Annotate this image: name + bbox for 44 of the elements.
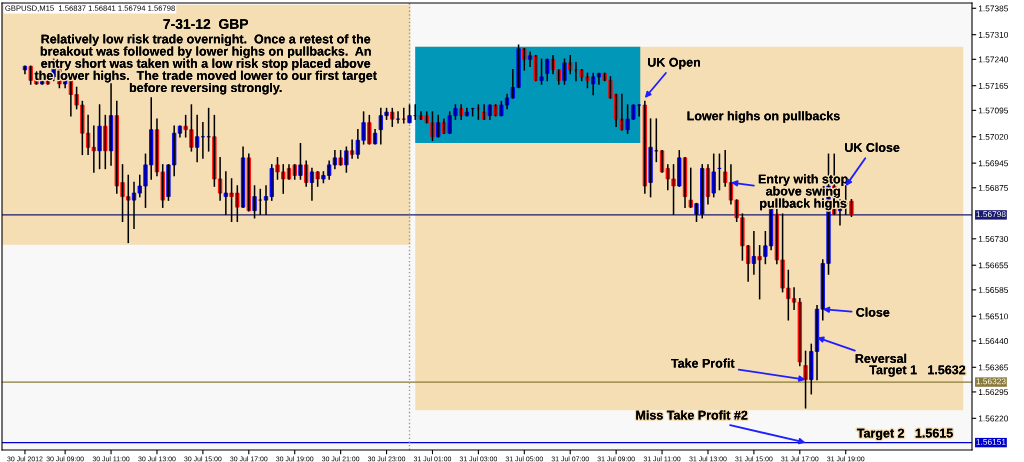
y-tick-label: 1.56945 bbox=[978, 160, 1009, 167]
y-tick-label: 1.56510 bbox=[978, 313, 1009, 320]
ref-line-label: 1.56323 bbox=[976, 378, 1006, 385]
y-tick-label: 1.56730 bbox=[978, 236, 1009, 242]
y-tick-label: 1.56655 bbox=[978, 262, 1009, 269]
annotation: Miss Take Profit #2 bbox=[636, 410, 748, 420]
candlestick bbox=[103, 114, 108, 170]
candlestick bbox=[545, 58, 550, 82]
candlestick bbox=[252, 185, 257, 219]
y-tick-label: 1.56295 bbox=[978, 389, 1009, 396]
annotation: Target 1 1.5632 bbox=[869, 365, 966, 377]
y-tick-label: 1.57385 bbox=[978, 5, 1009, 12]
y-tick-label: 1.57095 bbox=[978, 107, 1009, 114]
annotation: Take Profit bbox=[671, 358, 735, 368]
candlestick bbox=[757, 245, 762, 300]
y-tick-label: 1.56365 bbox=[978, 364, 1009, 371]
annotation: Reversal bbox=[855, 353, 907, 363]
annotation: Lower highs on pullbacks bbox=[687, 111, 840, 123]
y-tick-label: 1.56875 bbox=[978, 184, 1009, 191]
candlestick bbox=[298, 143, 303, 180]
candlestick bbox=[803, 350, 808, 409]
annotation: Close bbox=[856, 307, 890, 317]
y-tick-label: 1.57240 bbox=[978, 56, 1009, 63]
y-tick-label: 1.57020 bbox=[978, 133, 1009, 140]
candlestick bbox=[562, 58, 567, 85]
annotation: UK Open bbox=[648, 57, 700, 70]
y-tick-label: 1.56585 bbox=[978, 287, 1009, 293]
ref-line-label: 1.56151 bbox=[976, 438, 1006, 445]
candlestick bbox=[97, 104, 102, 170]
y-tick-label: 1.57165 bbox=[978, 82, 1009, 89]
candlestick bbox=[539, 58, 544, 85]
y-tick-label: 1.57310 bbox=[978, 31, 1009, 38]
y-tick-label: 1.56220 bbox=[978, 415, 1009, 422]
annotation: Target 2 1.5615 bbox=[856, 428, 953, 441]
candlestick bbox=[367, 114, 372, 145]
ref-line-label: 1.56798 bbox=[976, 211, 1006, 218]
candlestick bbox=[711, 153, 716, 198]
candlestick bbox=[677, 150, 682, 187]
candlestick bbox=[522, 47, 527, 71]
text: 7-31-12 GBP bbox=[163, 19, 249, 29]
candlestick bbox=[344, 146, 349, 173]
y-tick-label: 1.56440 bbox=[978, 338, 1009, 344]
annotation: UK Close bbox=[845, 142, 900, 152]
candlestick bbox=[648, 118, 653, 198]
